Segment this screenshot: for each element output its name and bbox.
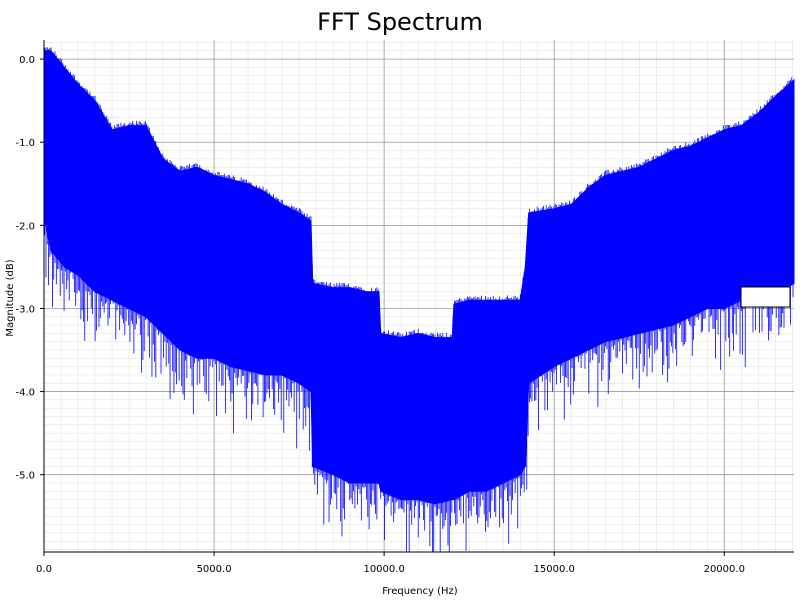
x-tick-label: 0.0 (36, 564, 52, 575)
y-axis-ticks: 0.0 -1.0 -2.0 -3.0 -4.0 -5.0 (15, 55, 44, 482)
y-tick-label: 0.0 (19, 55, 35, 66)
y-tick-label: -1.0 (15, 138, 35, 149)
y-tick-label: -5.0 (15, 471, 35, 482)
x-axis-label: Frequency (Hz) (382, 586, 458, 597)
spectrum-band (43, 50, 795, 505)
x-tick-label: 5000.0 (197, 564, 232, 575)
axes (43, 40, 794, 553)
y-tick-label: -3.0 (15, 304, 35, 315)
y-tick-label: -4.0 (15, 388, 35, 399)
y-tick-label: -2.0 (15, 221, 35, 232)
chart-title: FFT Spectrum (317, 8, 483, 36)
x-tick-label: 15000.0 (534, 564, 575, 575)
spectrum-plot (43, 47, 795, 552)
x-tick-label: 20000.0 (704, 564, 745, 575)
legend-box (740, 286, 791, 308)
x-axis-ticks: 0.0 5000.0 10000.0 15000.0 20000.0 (36, 552, 745, 575)
x-tick-label: 10000.0 (363, 564, 404, 575)
y-axis-label: Magnitude (dB) (5, 259, 16, 336)
